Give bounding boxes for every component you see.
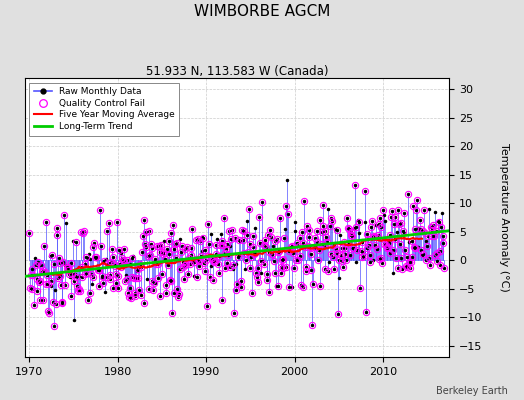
Title: 51.933 N, 113.583 W (Canada): 51.933 N, 113.583 W (Canada)	[146, 65, 329, 78]
Legend: Raw Monthly Data, Quality Control Fail, Five Year Moving Average, Long-Term Tren: Raw Monthly Data, Quality Control Fail, …	[29, 82, 179, 136]
Text: WIMBORBE AGCM: WIMBORBE AGCM	[194, 4, 330, 19]
Text: Berkeley Earth: Berkeley Earth	[436, 386, 508, 396]
Y-axis label: Temperature Anomaly (°C): Temperature Anomaly (°C)	[499, 143, 509, 292]
